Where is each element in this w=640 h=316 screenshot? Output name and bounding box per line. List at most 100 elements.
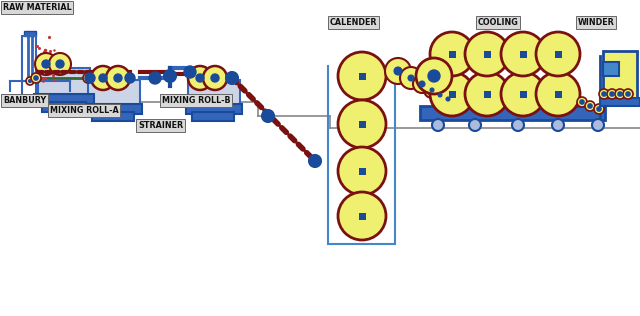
- Circle shape: [413, 75, 431, 93]
- Bar: [358, 167, 365, 174]
- Circle shape: [184, 66, 196, 78]
- Circle shape: [164, 70, 176, 82]
- Circle shape: [424, 82, 440, 98]
- Circle shape: [430, 72, 474, 116]
- Circle shape: [419, 81, 425, 87]
- Circle shape: [416, 58, 452, 94]
- Text: STRAINER: STRAINER: [138, 121, 183, 130]
- Bar: [186, 104, 242, 114]
- Circle shape: [433, 88, 447, 102]
- Bar: [358, 120, 365, 127]
- Circle shape: [125, 73, 135, 83]
- Bar: [358, 72, 365, 80]
- Circle shape: [577, 97, 587, 107]
- Circle shape: [400, 67, 422, 89]
- Text: COOLING: COOLING: [478, 18, 519, 27]
- Circle shape: [597, 107, 601, 111]
- Circle shape: [35, 53, 57, 75]
- Circle shape: [408, 75, 414, 81]
- Circle shape: [623, 89, 633, 99]
- Circle shape: [594, 104, 604, 114]
- Bar: [192, 112, 234, 121]
- Bar: [92, 112, 134, 121]
- Circle shape: [114, 74, 122, 82]
- Circle shape: [49, 53, 71, 75]
- Bar: [449, 51, 456, 58]
- Circle shape: [338, 147, 386, 195]
- Circle shape: [309, 155, 321, 167]
- Circle shape: [626, 92, 630, 96]
- Text: WINDER: WINDER: [578, 18, 615, 27]
- Bar: [520, 51, 527, 58]
- Circle shape: [580, 100, 584, 104]
- Bar: [88, 80, 140, 106]
- Circle shape: [203, 66, 227, 90]
- Circle shape: [469, 119, 481, 131]
- Bar: [420, 106, 605, 120]
- Circle shape: [430, 88, 434, 92]
- Bar: [554, 51, 561, 58]
- Bar: [603, 51, 637, 101]
- Circle shape: [501, 32, 545, 76]
- Circle shape: [188, 66, 212, 90]
- Bar: [86, 104, 142, 114]
- Circle shape: [585, 101, 595, 111]
- Circle shape: [86, 76, 90, 80]
- Circle shape: [430, 32, 474, 76]
- Bar: [449, 90, 456, 98]
- Circle shape: [536, 32, 580, 76]
- Bar: [483, 90, 490, 98]
- Circle shape: [85, 73, 95, 83]
- Circle shape: [338, 192, 386, 240]
- Circle shape: [262, 110, 274, 122]
- Circle shape: [338, 52, 386, 100]
- Circle shape: [83, 73, 93, 83]
- Circle shape: [149, 72, 161, 84]
- Circle shape: [610, 92, 614, 96]
- Circle shape: [106, 66, 130, 90]
- Circle shape: [338, 100, 386, 148]
- Bar: [42, 102, 86, 112]
- Bar: [483, 51, 490, 58]
- Circle shape: [196, 74, 204, 82]
- Bar: [600, 98, 640, 106]
- Bar: [358, 212, 365, 220]
- Circle shape: [91, 66, 115, 90]
- Circle shape: [56, 60, 64, 68]
- Bar: [22, 36, 36, 101]
- Circle shape: [536, 72, 580, 116]
- Bar: [603, 62, 619, 76]
- Circle shape: [226, 72, 238, 84]
- Circle shape: [211, 74, 219, 82]
- Circle shape: [432, 119, 444, 131]
- Text: RAW MATERIAL: RAW MATERIAL: [3, 3, 72, 12]
- Bar: [38, 68, 90, 96]
- Circle shape: [552, 119, 564, 131]
- Circle shape: [385, 58, 411, 84]
- Circle shape: [446, 97, 450, 101]
- Circle shape: [99, 74, 107, 82]
- Circle shape: [501, 72, 545, 116]
- Circle shape: [465, 72, 509, 116]
- Circle shape: [607, 89, 617, 99]
- Bar: [24, 31, 36, 36]
- Circle shape: [42, 60, 50, 68]
- Circle shape: [602, 92, 606, 96]
- Bar: [554, 90, 561, 98]
- Circle shape: [428, 70, 440, 82]
- Circle shape: [34, 76, 38, 80]
- Circle shape: [394, 67, 402, 75]
- Circle shape: [442, 93, 454, 105]
- Circle shape: [618, 92, 622, 96]
- Circle shape: [588, 104, 592, 108]
- Text: MIXING ROLL-A: MIXING ROLL-A: [50, 106, 119, 115]
- Circle shape: [592, 119, 604, 131]
- Text: MIXING ROLL-B: MIXING ROLL-B: [162, 96, 230, 105]
- Text: BANBURY: BANBURY: [3, 96, 46, 105]
- Bar: [34, 94, 94, 104]
- Circle shape: [26, 77, 34, 85]
- Bar: [188, 80, 240, 106]
- Circle shape: [599, 89, 609, 99]
- Circle shape: [615, 89, 625, 99]
- Bar: [520, 90, 527, 98]
